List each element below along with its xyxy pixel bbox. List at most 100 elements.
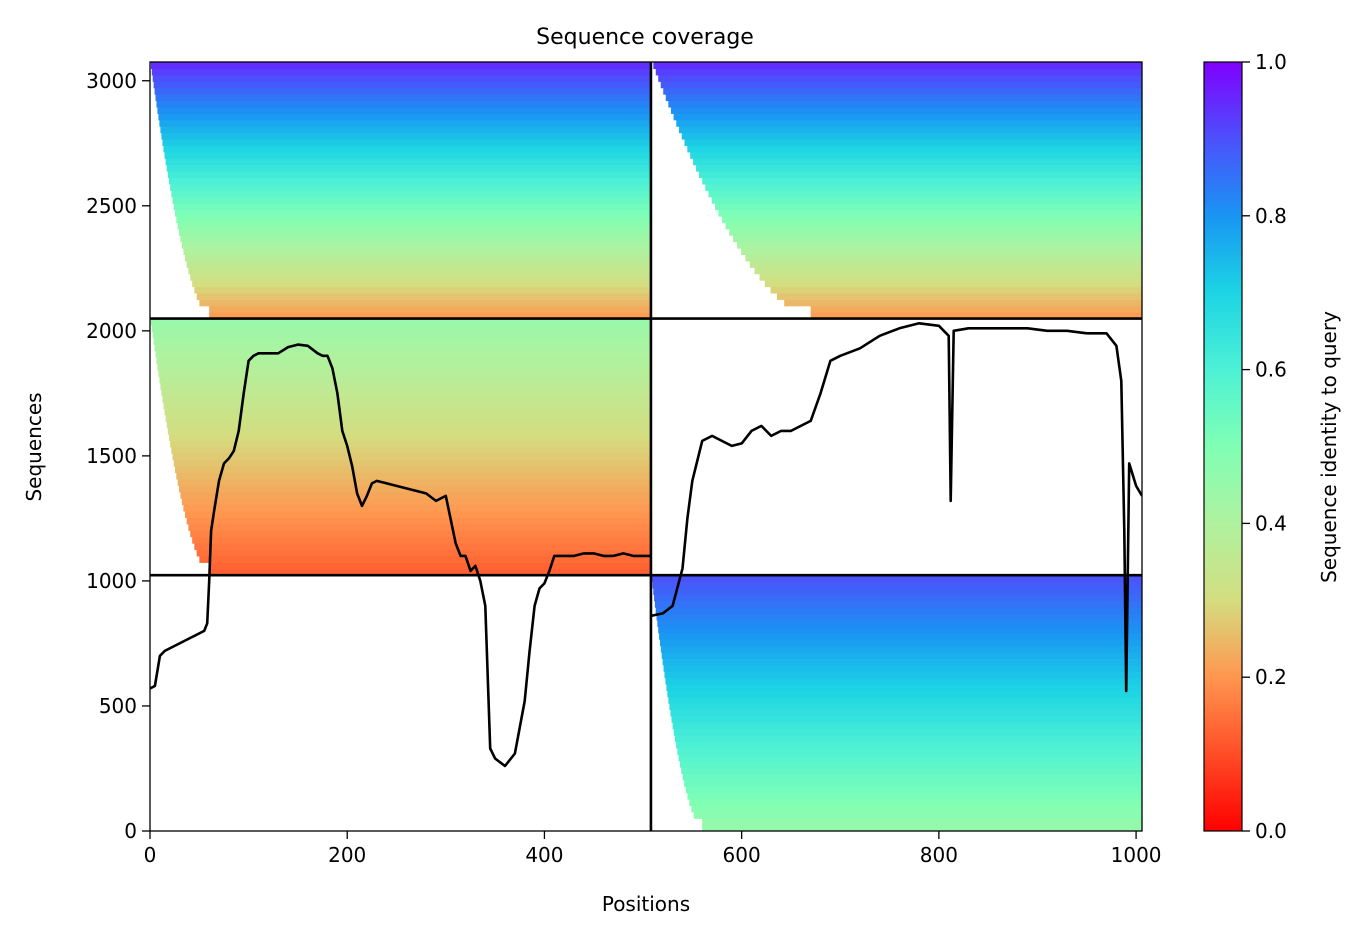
y-tick-label: 1000 [86,569,137,593]
y-axis-label: Sequences [22,392,46,501]
heatmap-band [687,145,1142,153]
heatmap-band [162,138,651,146]
heatmap-band [661,651,1142,659]
heatmap-band [209,568,651,576]
heatmap-band [784,299,1142,307]
heatmap-band [715,203,1142,211]
heatmap-band [674,735,1142,743]
heatmap-band [161,389,651,397]
chart-title: Sequence coverage [536,25,754,50]
heatmap-band [659,632,1142,640]
colorbar-tick-label: 0.4 [1255,511,1287,535]
heatmap-band [733,235,1142,243]
y-tick-label: 2000 [86,319,137,343]
heatmap-band [158,369,651,377]
heatmap-band [667,690,1142,698]
colorbar-tick-label: 1.0 [1255,50,1287,74]
heatmap-band [669,703,1142,711]
x-tick-label: 200 [328,843,366,867]
heatmap-band [660,81,1142,89]
heatmap-layer [150,62,1142,831]
y-axis-ticks: 0 500 1000 1500 2000 2500 3000 [86,69,150,843]
heatmap-band [684,779,1142,787]
heatmap-band [180,235,651,243]
heatmap-band [651,575,1142,583]
heatmap-band [165,158,651,166]
heatmap-band [153,337,651,345]
heatmap-band [165,414,651,422]
heatmap-band [659,639,1142,647]
heatmap-band [660,645,1142,653]
x-tick-label: 400 [525,843,563,867]
x-axis-label: Positions [602,892,690,916]
x-tick-label: 1000 [1111,843,1162,867]
heatmap-band [176,215,651,223]
heatmap-band [179,228,651,236]
heatmap-band [181,498,651,506]
heatmap-band [764,280,1142,288]
heatmap-band [745,254,1142,262]
heatmap-band [676,119,1142,127]
heatmap-band [157,363,651,371]
heatmap-band [158,113,651,121]
heatmap-band [665,94,1142,102]
heatmap-band [179,485,651,493]
heatmap-band [676,741,1142,749]
heatmap-band [687,792,1142,800]
heatmap-band [699,171,1142,179]
heatmap-band [150,62,651,70]
heatmap-band [170,440,651,448]
heatmap-band [161,132,651,140]
heatmap-band [702,818,1142,826]
heatmap-band [152,74,651,82]
heatmap-band [168,177,651,185]
heatmap-band [177,222,651,230]
heatmap-band [679,760,1142,768]
x-tick-label: 600 [723,843,761,867]
heatmap-band [725,222,1142,230]
heatmap-band [690,151,1142,159]
heatmap-band [156,357,651,365]
heatmap-band [721,215,1142,223]
heatmap-band [718,209,1142,217]
heatmap-band [673,728,1142,736]
heatmap-band [199,299,651,307]
heatmap-band [754,267,1142,275]
heatmap-band [155,94,651,102]
y-tick-label: 3000 [86,69,137,93]
heatmap-band [184,511,651,519]
heatmap-band [175,466,651,474]
heatmap-band [173,459,651,467]
x-tick-label: 0 [144,843,157,867]
heatmap-band [658,74,1142,82]
heatmap-band [668,100,1142,108]
heatmap-band [656,613,1142,621]
heatmap-band [154,344,651,352]
heatmap-band [183,504,651,512]
heatmap-band [655,607,1142,615]
heatmap-band [172,453,651,461]
heatmap-band [663,664,1142,672]
colorbar-label: Sequence identity to query [1317,311,1341,583]
heatmap-band [159,376,651,384]
heatmap-band [655,68,1142,76]
heatmap-band [662,658,1142,666]
heatmap-band [691,805,1142,813]
colorbar-tick-label: 0.0 [1255,819,1287,843]
heatmap-band [711,196,1142,204]
heatmap-band [173,203,651,211]
heatmap-band [171,446,651,454]
heatmap-band [155,350,651,358]
heatmap-band [192,536,651,544]
heatmap-band [702,177,1142,185]
y-tick-label: 500 [99,694,137,718]
heatmap-band [696,164,1142,172]
heatmap-band [167,427,651,435]
heatmap-band [741,248,1142,256]
heatmap-band [737,241,1142,249]
heatmap-band [151,68,651,76]
heatmap-band [171,190,651,198]
heatmap-band [209,562,651,570]
heatmap-band [209,312,651,320]
heatmap-band [188,523,651,531]
